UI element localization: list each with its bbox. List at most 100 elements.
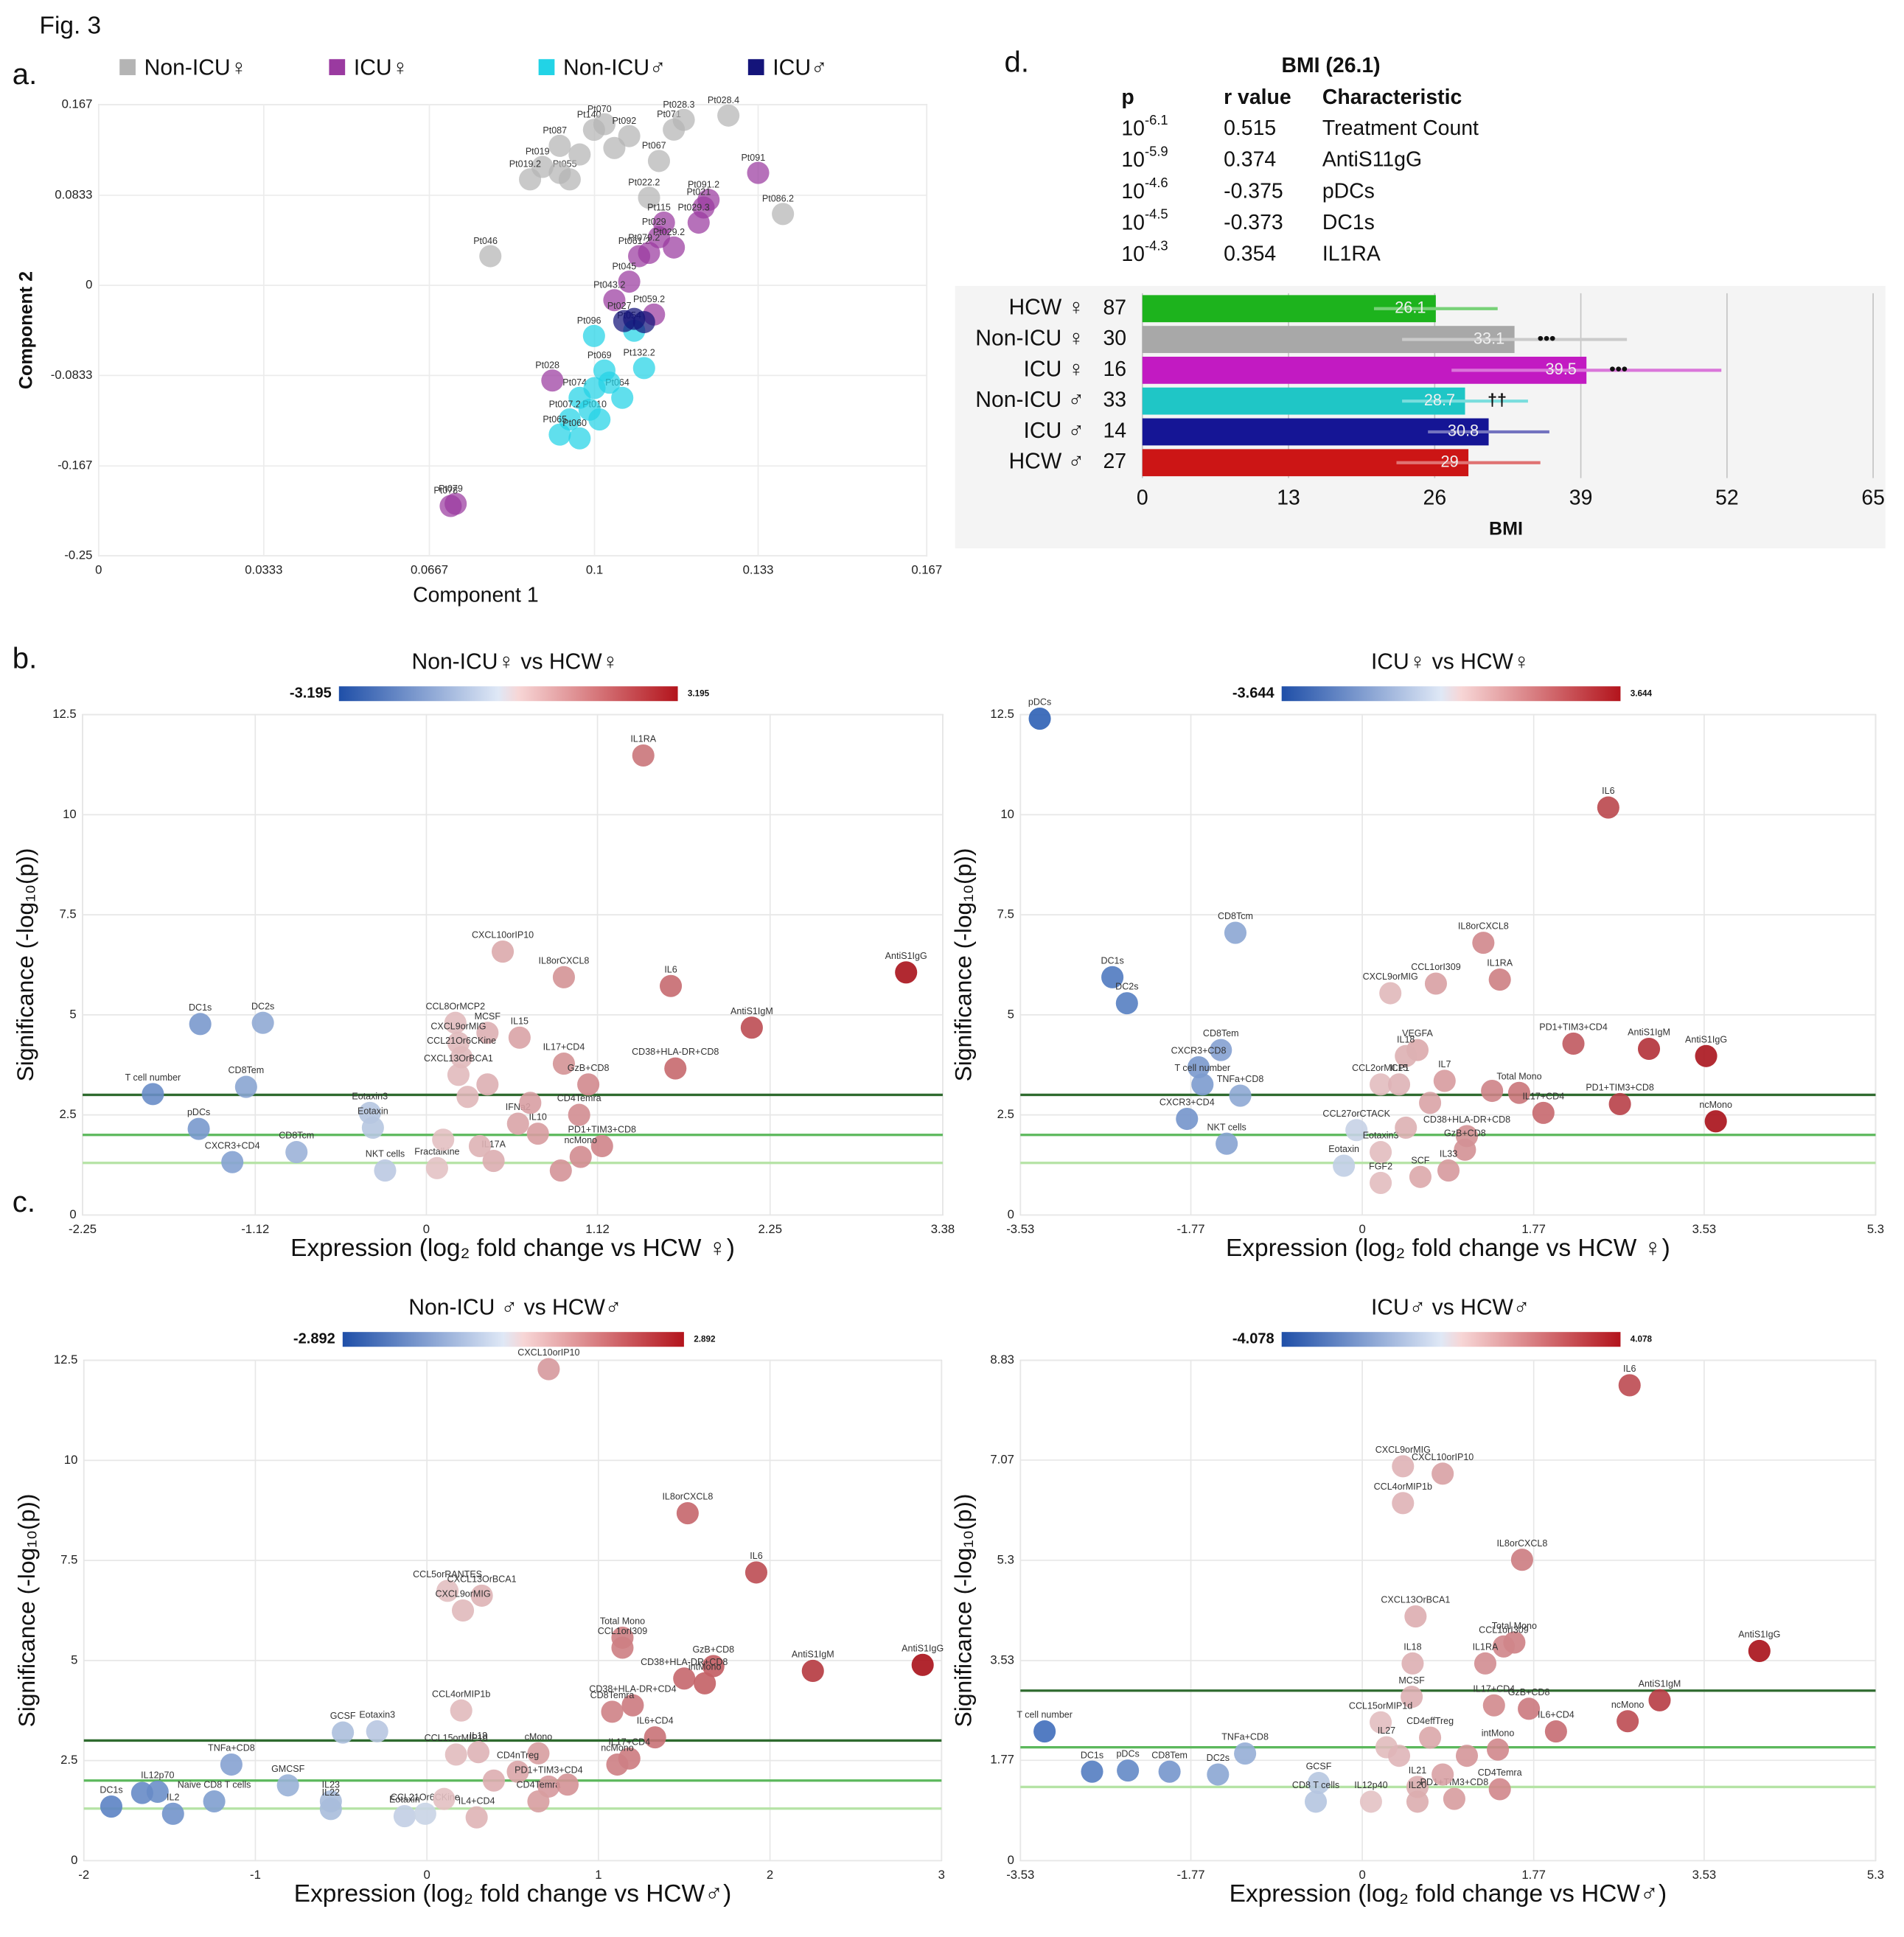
data-point — [1401, 1652, 1424, 1675]
point-label: TNFa+CD8 — [1217, 1074, 1264, 1084]
point-label: CD38+HLA-DR+CD4 — [589, 1683, 676, 1694]
data-point — [187, 1117, 210, 1140]
data-point — [1409, 1165, 1432, 1188]
point-label: IL8orCXCL8 — [539, 955, 590, 966]
x-tick-label: -1.77 — [1176, 1868, 1204, 1882]
data-point — [100, 1795, 123, 1818]
x-tick-label: 1.77 — [1521, 1868, 1546, 1882]
point-label: CCL1orI309 — [1479, 1624, 1529, 1635]
data-point — [479, 245, 502, 268]
colorbar-min-label: -3.195 — [290, 685, 332, 701]
p-value: 10-4.5 — [1121, 206, 1168, 234]
data-point — [1544, 1720, 1567, 1743]
data-point — [895, 961, 918, 984]
x-tick-label: 0 — [1359, 1222, 1365, 1236]
x-tick-label: -2 — [78, 1868, 89, 1882]
r-value: 0.374 — [1224, 148, 1276, 172]
x-tick-label: 1 — [595, 1868, 601, 1882]
data-point — [638, 242, 660, 265]
point-label: IL17+CD4 — [1473, 1683, 1515, 1694]
point-label: Pt007.2 — [549, 399, 581, 409]
data-point — [393, 1805, 416, 1828]
data-point — [1033, 1720, 1056, 1743]
point-label: CCL2orMCP1 — [1352, 1063, 1409, 1073]
data-point — [1424, 972, 1448, 995]
point-label: AntiS1IgG — [1685, 1034, 1727, 1044]
data-point — [451, 1599, 475, 1622]
point-label: CCL15orMIP1d — [1349, 1700, 1412, 1711]
data-point — [659, 974, 683, 997]
point-label: IL6 — [750, 1551, 762, 1561]
data-point — [450, 1046, 473, 1069]
point-label: Pt067 — [642, 141, 666, 151]
data-point — [1028, 708, 1051, 730]
data-point — [527, 1742, 550, 1765]
point-label: CXCR3+CD8 — [1171, 1046, 1227, 1056]
data-point — [606, 1753, 629, 1776]
x-tick-label: 3.53 — [1692, 1222, 1717, 1236]
data-point — [1695, 1044, 1718, 1067]
point-label: CD4Temra — [557, 1093, 601, 1103]
point-label: pDCs — [1028, 697, 1051, 708]
point-label: CD4nTreg — [497, 1750, 539, 1760]
data-point — [366, 1720, 388, 1743]
point-label: CCL15orMIP1d — [425, 1733, 488, 1743]
x-tick-label: 0 — [1359, 1868, 1365, 1882]
point-label: IL18 — [470, 1731, 487, 1741]
data-point — [142, 1083, 164, 1106]
panel-label: a. — [13, 57, 37, 91]
point-label: pDCs — [187, 1107, 210, 1117]
figure-label: Fig. 3 — [40, 13, 102, 40]
point-label: T cell number — [1175, 1063, 1231, 1073]
data-point — [519, 168, 542, 191]
data-point — [220, 1753, 243, 1776]
data-point — [470, 1584, 493, 1607]
point-label: PD1+TIM3+CD8 — [568, 1125, 637, 1135]
data-point — [285, 1141, 308, 1164]
colorbar-max-label: 2.892 — [694, 1334, 716, 1344]
data-point — [556, 1773, 579, 1796]
data-point — [1637, 1037, 1661, 1061]
data-point — [552, 1053, 575, 1075]
colorbar — [1281, 686, 1621, 702]
point-label: IL6+CD4 — [637, 1716, 674, 1726]
point-label: IL6 — [664, 964, 677, 974]
point-label: Pt140 — [577, 109, 601, 119]
data-point — [508, 1026, 531, 1049]
point-label: AntiS1IgG — [885, 951, 927, 961]
y-tick-label: 0.0833 — [55, 187, 92, 201]
point-label: DC2s — [251, 1001, 274, 1011]
data-point — [568, 427, 591, 450]
point-label: CCL4orMIP1b — [1374, 1481, 1432, 1492]
panel-label: c. — [13, 1185, 35, 1218]
data-point — [663, 236, 686, 259]
data-point — [578, 398, 601, 421]
data-point — [1474, 1652, 1497, 1675]
point-label: intMono — [688, 1661, 722, 1672]
data-point — [1406, 1790, 1429, 1813]
point-label: Pt028.4 — [708, 95, 739, 105]
data-point — [1704, 1110, 1727, 1133]
category-label: Non-ICU ♀ — [975, 327, 1084, 351]
data-point — [1507, 1081, 1531, 1104]
y-tick-label: 12.5 — [990, 707, 1014, 721]
data-point — [647, 150, 671, 172]
data-point — [541, 369, 564, 392]
data-point — [506, 1760, 529, 1783]
data-point — [772, 203, 795, 226]
value-label: 26.1 — [1395, 299, 1426, 317]
data-point — [465, 1806, 488, 1829]
data-point — [1345, 1119, 1368, 1142]
point-label: CD4Temra — [517, 1780, 561, 1790]
y-tick-label: 5 — [1008, 1007, 1014, 1021]
point-label: IL23 — [322, 1780, 340, 1790]
characteristic: IL1RA — [1322, 242, 1381, 266]
y-tick-label: 0 — [69, 1207, 76, 1221]
data-point — [548, 161, 571, 184]
x-tick-label: 65 — [1861, 486, 1885, 510]
data-point — [1359, 1790, 1382, 1813]
p-exponent: -6.1 — [1145, 112, 1168, 128]
point-label: ncMono — [1699, 1100, 1732, 1110]
point-label: GzB+CD8 — [568, 1063, 610, 1073]
